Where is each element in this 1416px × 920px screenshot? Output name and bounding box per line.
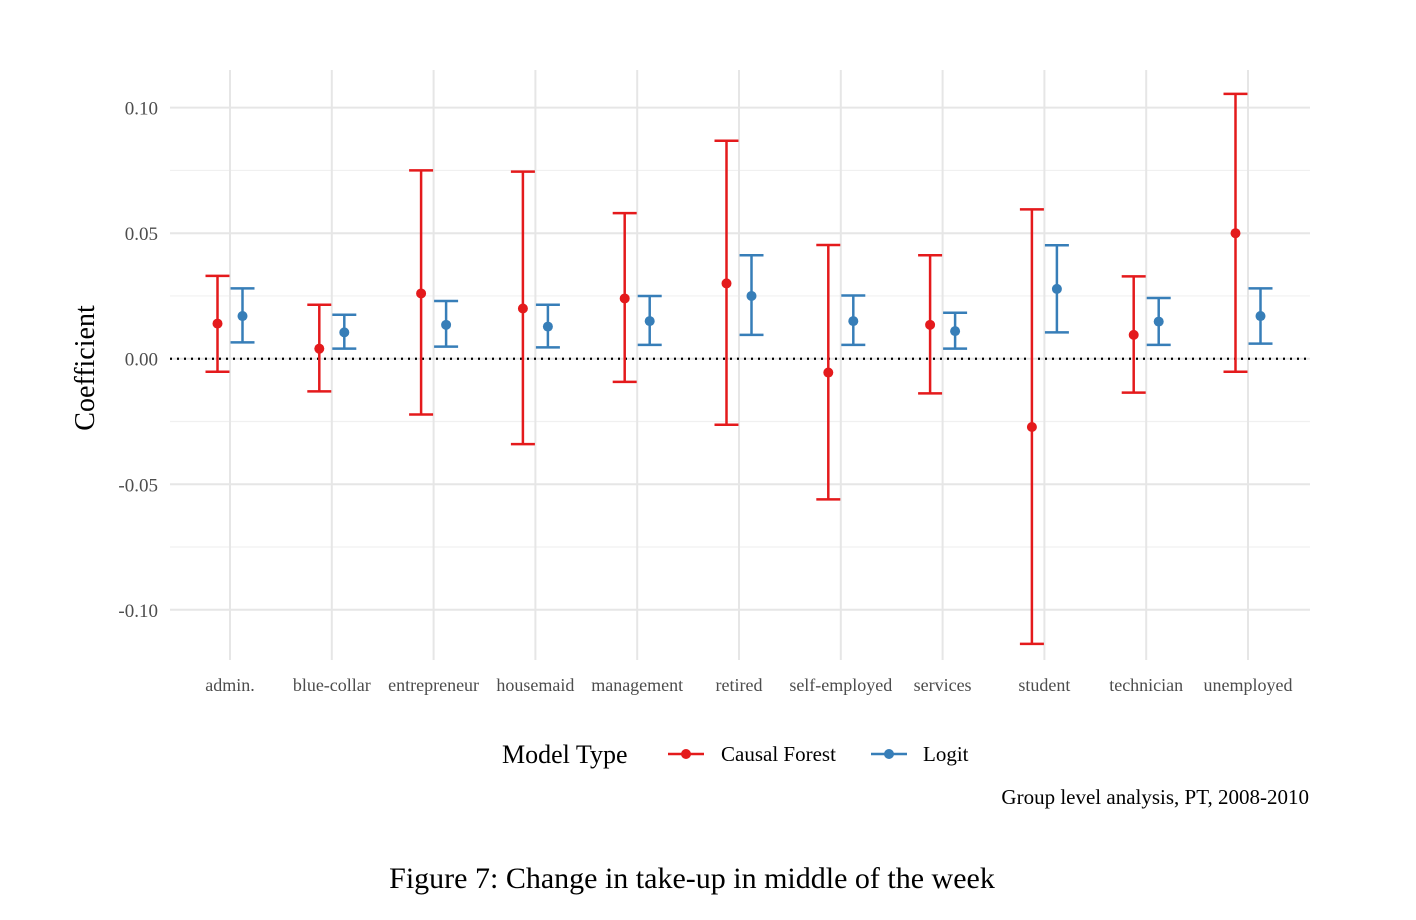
x-axis-ticks: admin. blue-collar entrepreneur housemaid ma… <box>205 675 1292 695</box>
x-tick-label: self-employed <box>789 675 892 695</box>
legend: Model Type Causal Forest Logit <box>502 740 969 769</box>
x-tick-label: services <box>914 675 972 695</box>
error-bar-marks <box>205 92 1273 646</box>
x-tick-label: retired <box>716 675 763 695</box>
y-tick-label: -0.05 <box>118 475 158 496</box>
x-tick-label: unemployed <box>1204 675 1293 695</box>
x-tick-label: technician <box>1109 675 1183 695</box>
legend-key-point-causal-forest <box>681 749 691 759</box>
point-causal-forest-admin <box>212 318 223 329</box>
series-causal-forest <box>205 92 1248 646</box>
point-logit-retired <box>746 290 757 301</box>
legend-key-point-logit <box>884 749 894 759</box>
y-tick-label: 0.05 <box>125 224 158 245</box>
legend-item-logit: Logit <box>871 742 969 766</box>
figure-caption: Figure 7: Change in take-up in middle of… <box>389 862 995 895</box>
point-logit-technician <box>1153 316 1164 327</box>
x-tick-label: admin. <box>205 675 255 695</box>
point-logit-admin <box>237 311 248 322</box>
point-causal-forest-blue-collar <box>314 343 325 354</box>
y-axis-title: Coefficient <box>70 305 101 431</box>
legend-title: Model Type <box>502 740 628 769</box>
x-tick-label: student <box>1018 675 1070 695</box>
point-causal-forest-technician <box>1128 329 1139 340</box>
y-axis-ticks: -0.10 -0.05 0.00 0.05 0.10 <box>118 99 158 622</box>
plot-caption: Group level analysis, PT, 2008-2010 <box>1001 785 1309 809</box>
point-logit-services <box>950 326 961 337</box>
point-causal-forest-self-employed <box>823 367 834 378</box>
point-causal-forest-services <box>925 319 936 330</box>
legend-label-logit: Logit <box>923 742 969 766</box>
y-tick-label: 0.00 <box>125 350 158 371</box>
x-tick-label: blue-collar <box>293 675 371 695</box>
point-causal-forest-entrepreneur <box>416 288 427 299</box>
point-causal-forest-unemployed <box>1230 228 1241 239</box>
point-logit-student <box>1051 283 1062 294</box>
series-logit <box>230 243 1273 350</box>
point-causal-forest-housemaid <box>517 303 528 314</box>
point-logit-housemaid <box>542 321 553 332</box>
point-logit-entrepreneur <box>441 319 452 330</box>
x-tick-label: housemaid <box>496 675 574 695</box>
point-logit-self-employed <box>848 316 859 327</box>
y-tick-label: -0.10 <box>118 601 158 622</box>
x-tick-label: management <box>591 675 683 695</box>
point-logit-management <box>644 316 655 327</box>
point-logit-unemployed <box>1255 311 1266 322</box>
point-causal-forest-management <box>619 293 630 304</box>
y-tick-label: 0.10 <box>125 99 158 120</box>
legend-label-causal-forest: Causal Forest <box>721 742 836 766</box>
point-logit-blue-collar <box>339 327 350 338</box>
point-causal-forest-student <box>1026 422 1037 433</box>
x-tick-label: entrepreneur <box>388 675 479 695</box>
grid <box>170 70 1310 660</box>
point-causal-forest-retired <box>721 278 732 289</box>
legend-item-causal-forest: Causal Forest <box>668 742 836 766</box>
